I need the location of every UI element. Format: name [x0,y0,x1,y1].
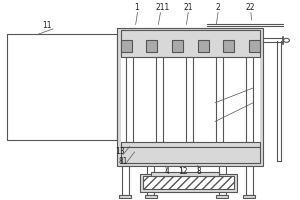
Bar [198,40,209,52]
Bar [243,195,255,198]
Bar [147,166,154,195]
Bar [121,30,260,163]
Bar [219,166,226,195]
Bar [121,40,132,52]
Bar [122,166,129,195]
Bar [126,57,133,142]
Text: 4: 4 [164,167,169,176]
Text: 22: 22 [246,3,255,12]
Bar [156,57,163,142]
Text: 13: 13 [115,147,124,156]
Bar [121,147,260,163]
Bar [249,40,260,52]
Bar [140,174,237,192]
Text: 8: 8 [196,167,201,176]
Bar [117,28,263,166]
Bar [152,172,219,176]
Bar [146,40,157,52]
Bar [145,195,157,198]
Text: 12: 12 [178,167,187,176]
Bar [246,166,253,195]
Text: 11: 11 [43,21,52,30]
Text: 21: 21 [183,3,193,12]
Bar [223,40,234,52]
Bar [121,30,260,57]
Text: 211: 211 [155,3,170,12]
Bar [216,57,223,142]
Text: 2: 2 [215,3,220,12]
Circle shape [284,38,290,42]
Text: 1: 1 [134,3,139,12]
Bar [186,57,193,142]
Text: 81: 81 [118,157,128,166]
Bar [142,176,234,189]
Bar [216,195,228,198]
Bar [7,34,117,140]
Bar [121,142,260,147]
Bar [119,195,131,198]
Bar [172,40,183,52]
Bar [247,57,253,142]
